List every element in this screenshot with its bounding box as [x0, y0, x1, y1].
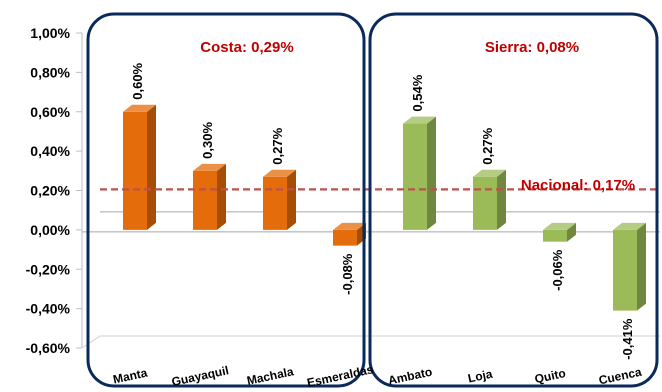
value-labels: 0,60% 0,30% 0,27% -0,08% 0,54% 0,27% -0,06% -0,… — [130, 62, 635, 359]
value-label-esmeraldas: -0,08% — [340, 253, 355, 295]
annotation-costa: Costa: 0,29% — [200, 39, 293, 56]
bar-esmeraldas — [333, 222, 366, 246]
x-tick-label-loja: Loja — [467, 367, 494, 386]
y-tick-label: 0,80% — [30, 64, 70, 80]
y-tick-label: -0,40% — [26, 301, 71, 317]
group-frame-costa — [86, 12, 366, 388]
x-tick-label-ambato: Ambato — [387, 365, 434, 388]
y-tick-label: 1,00% — [30, 25, 70, 41]
bar-machala — [263, 169, 296, 230]
value-label-ambato: 0,54% — [410, 74, 425, 111]
y-axis: 1,00% 0,80% 0,60% 0,40% 0,20% 0,00% -0,20% -0,4… — [26, 25, 660, 356]
y-tick-label: 0,60% — [30, 104, 70, 120]
value-label-quito: -0,06% — [550, 249, 565, 291]
value-label-cuenca: -0,41% — [620, 318, 635, 360]
bar-guayaquil — [193, 163, 226, 230]
group-frame-sierra — [368, 12, 659, 388]
group-frames — [86, 12, 659, 388]
x-tick-label-manta: Manta — [112, 366, 149, 387]
annotations: Costa: 0,29% Sierra: 0,08% Nacional: 0,17% — [200, 39, 635, 194]
value-label-loja: 0,27% — [480, 127, 495, 164]
y-tick-label: 0,20% — [30, 183, 70, 199]
x-tick-label-quito: Quito — [533, 366, 567, 386]
bar-manta — [123, 104, 156, 230]
bar-cuenca — [613, 222, 646, 311]
y-tick-label: -0,20% — [26, 261, 71, 277]
y-tick-label: -0,60% — [26, 340, 71, 356]
bar-ambato — [403, 116, 436, 230]
bar-loja — [473, 169, 506, 230]
bar-quito — [543, 222, 576, 242]
value-label-manta: 0,60% — [130, 62, 145, 99]
y-tick-label: 0,00% — [30, 222, 70, 238]
annotation-sierra: Sierra: 0,08% — [485, 39, 579, 56]
value-label-machala: 0,27% — [270, 127, 285, 164]
y-tick-label: 0,40% — [30, 143, 70, 159]
value-label-guayaquil: 0,30% — [200, 122, 215, 159]
x-tick-label-machala: Machala — [246, 364, 296, 388]
bars — [123, 104, 646, 311]
annotation-nacional: Nacional: 0,17% — [521, 177, 635, 194]
